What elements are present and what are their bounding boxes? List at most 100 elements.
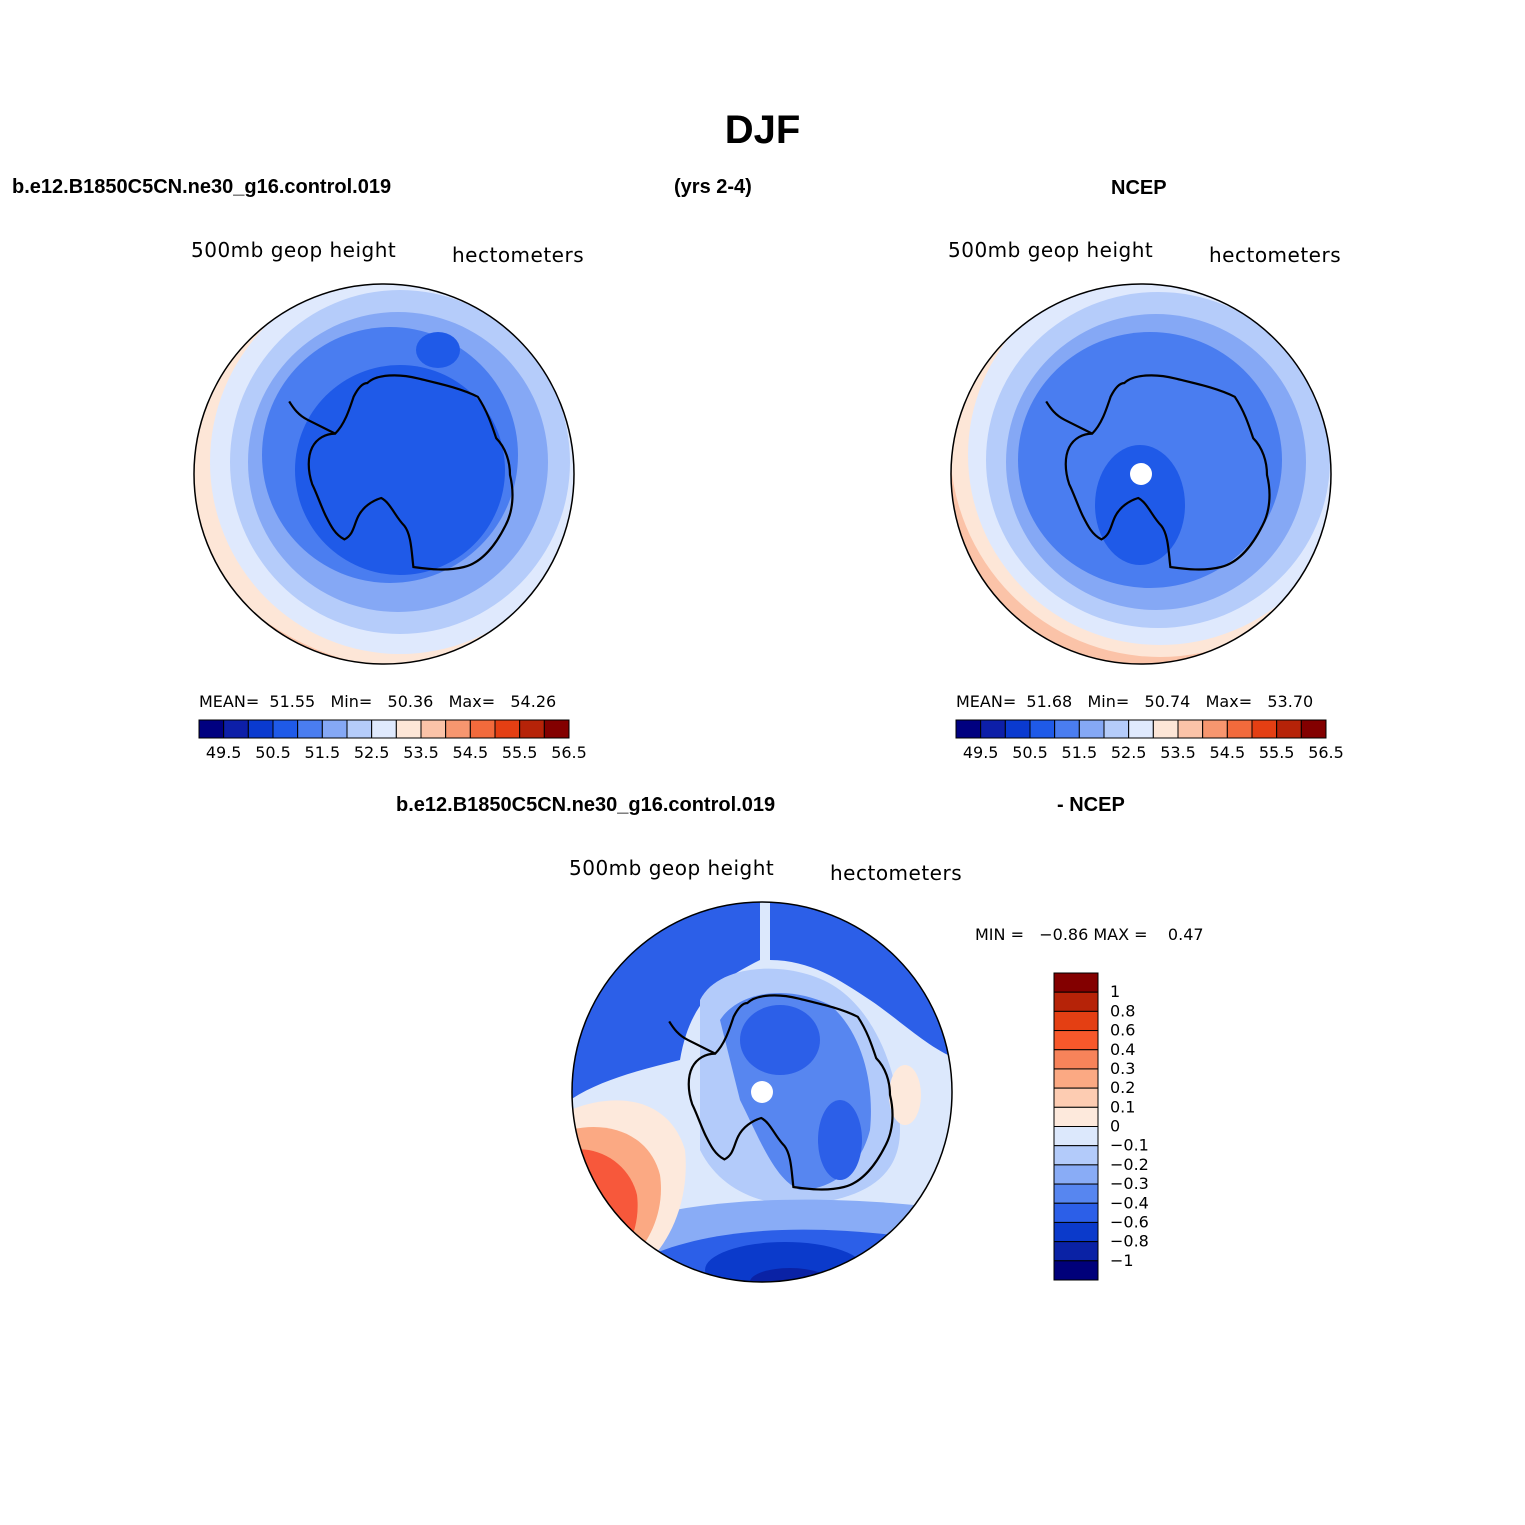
diff-minus-title: - NCEP	[1057, 794, 1125, 816]
colorbar-swatch	[223, 719, 249, 739]
colorbar-swatch	[1004, 719, 1031, 739]
colorbar-level-label: −0.2	[1110, 1155, 1149, 1174]
colorbar-swatch	[1053, 1241, 1099, 1262]
model-map	[194, 284, 574, 664]
colorbar-swatch	[1226, 719, 1253, 739]
colorbar-swatch	[420, 719, 447, 739]
colorbar-level-label: 0.2	[1110, 1078, 1135, 1097]
diff-neg-bottom-08	[750, 1268, 830, 1282]
colorbar-tick-label: 54.5	[453, 743, 489, 762]
colorbar-level-label: 0	[1110, 1117, 1120, 1136]
obs-map-border	[950, 283, 1332, 665]
colorbar-tick-label: 56.5	[551, 743, 587, 762]
diff-neg-06-cell-2	[818, 1100, 862, 1180]
colorbar-level-label: 0.6	[1110, 1021, 1135, 1040]
colorbar-swatch	[247, 719, 274, 739]
diff-max-label: MAX =	[1093, 925, 1148, 944]
colorbar-swatch	[1053, 1010, 1099, 1032]
colorbar-swatch	[1054, 719, 1080, 739]
colorbar-swatch	[1128, 719, 1154, 739]
model-max-label: Max=	[448, 692, 496, 711]
colorbar-swatch	[1053, 1183, 1099, 1204]
case-name-title: b.e12.B1850C5CN.ne30_g16.control.019	[12, 176, 392, 198]
colorbar-swatch	[1053, 1260, 1099, 1281]
colorbar-swatch	[1053, 1068, 1099, 1089]
years-title: (yrs 2-4)	[674, 176, 752, 198]
diff-stats: MIN = −0.86 MAX = 0.47	[975, 925, 1204, 944]
colorbar-swatch	[321, 719, 348, 739]
main-title: DJF	[724, 108, 801, 152]
obs-max-value: 53.70	[1267, 692, 1314, 711]
colorbar-swatch	[494, 719, 521, 739]
model-min-label: Min=	[330, 692, 373, 711]
colorbar-level-label: −0.8	[1110, 1232, 1149, 1251]
model-stats: MEAN= 51.55 Min= 50.36 Max= 54.26	[199, 692, 556, 711]
colorbar-swatch	[1053, 972, 1099, 993]
colorbar-tick-label: 55.5	[1259, 743, 1295, 762]
colorbar-swatch	[198, 719, 225, 739]
diff-case-title: b.e12.B1850C5CN.ne30_g16.control.019	[396, 794, 776, 816]
colorbar-tick-label: 50.5	[1012, 743, 1048, 762]
diff-panel-units-label: hectometers	[830, 861, 963, 885]
colorbar-swatch	[1053, 1106, 1099, 1127]
obs-stats: MEAN= 51.68 Min= 50.74 Max= 53.70	[956, 692, 1313, 711]
colorbar-swatch	[1053, 1049, 1099, 1070]
diff-max-value: 0.47	[1167, 925, 1204, 944]
colorbar-swatch	[1300, 719, 1327, 739]
colorbar-swatch	[1053, 1164, 1099, 1185]
model-mean-label: MEAN=	[199, 692, 260, 711]
model-colorbar: 49.5 50.5 51.5 52.5 53.5 54.5 55.5 56.5	[198, 719, 587, 762]
colorbar-swatch	[1053, 1030, 1099, 1051]
obs-contour-50-5	[1095, 445, 1185, 565]
colorbar-swatch	[1177, 719, 1204, 739]
colorbar-level-label: −0.3	[1110, 1174, 1149, 1193]
obs-panel-variable-label: 500mb geop height	[948, 238, 1154, 262]
obs-pole-mask	[1130, 463, 1152, 485]
colorbar-swatch	[395, 719, 422, 739]
colorbar-swatch	[445, 719, 471, 739]
colorbar-tick-label: 55.5	[502, 743, 538, 762]
colorbar-swatch	[1053, 1145, 1099, 1166]
colorbar-tick-label: 56.5	[1308, 743, 1344, 762]
colorbar-level-label: 0.3	[1110, 1059, 1135, 1078]
colorbar-tick-label: 52.5	[354, 743, 390, 762]
colorbar-tick-label: 52.5	[1111, 743, 1147, 762]
obs-mean-value: 51.68	[1026, 692, 1073, 711]
colorbar-level-label: −0.1	[1110, 1136, 1149, 1155]
obs-mean-label: MEAN=	[956, 692, 1017, 711]
model-cell	[416, 332, 460, 368]
obs-min-label: Min=	[1087, 692, 1130, 711]
colorbar-swatch	[1251, 719, 1278, 739]
obs-name-title: NCEP	[1111, 177, 1167, 199]
colorbar-swatch	[1053, 1126, 1099, 1147]
colorbar-level-label: 0.8	[1110, 1001, 1135, 1020]
diff-panel-variable-label: 500mb geop height	[569, 856, 775, 880]
model-max-value: 54.26	[510, 692, 557, 711]
colorbar-swatch	[1053, 1087, 1099, 1108]
colorbar-swatch	[272, 719, 299, 739]
colorbar-swatch	[1029, 719, 1056, 739]
diff-min-label: MIN =	[975, 925, 1024, 944]
colorbar-level-label: −0.4	[1110, 1193, 1149, 1212]
colorbar-swatch	[1053, 1202, 1099, 1223]
model-map-border	[193, 283, 575, 665]
diff-pole-mask	[751, 1081, 773, 1103]
diff-map-border	[571, 901, 953, 1283]
obs-colorbar: 49.5 50.5 51.5 52.5 53.5 54.5 55.5 56.5	[955, 719, 1344, 762]
colorbar-tick-label: 53.5	[1160, 743, 1196, 762]
model-mean-value: 51.55	[269, 692, 316, 711]
colorbar-swatch	[1202, 719, 1228, 739]
colorbar-swatch	[1053, 1221, 1099, 1243]
obs-min-value: 50.74	[1144, 692, 1191, 711]
colorbar-swatch	[1152, 719, 1179, 739]
colorbar-tick-label: 50.5	[255, 743, 291, 762]
colorbar-swatch	[1078, 719, 1105, 739]
colorbar-swatch	[1053, 991, 1099, 1012]
colorbar-tick-label: 53.5	[403, 743, 439, 762]
diff-colorbar: 10.80.60.40.30.20.10−0.1−0.2−0.3−0.4−0.6…	[1053, 972, 1149, 1281]
diff-min-value: −0.86	[1039, 925, 1089, 944]
colorbar-swatch	[1103, 719, 1130, 739]
model-min-value: 50.36	[387, 692, 434, 711]
colorbar-level-label: −1	[1110, 1251, 1134, 1270]
colorbar-swatch	[955, 719, 982, 739]
